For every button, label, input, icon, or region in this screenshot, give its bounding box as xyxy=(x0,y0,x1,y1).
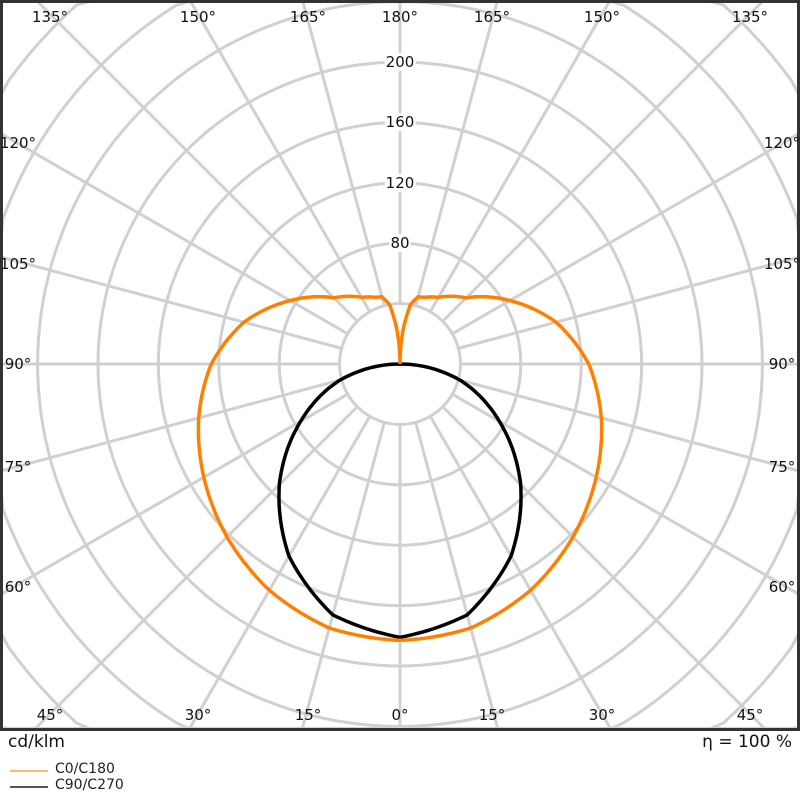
radial-tick-label: 160 xyxy=(384,113,416,132)
grid-spoke xyxy=(457,255,799,350)
angle-label-bottom: 45° xyxy=(36,706,64,724)
angle-label-bottom: 15° xyxy=(294,706,322,724)
angle-label-bottom: 45° xyxy=(736,706,764,724)
grid-spoke xyxy=(188,415,372,730)
grid-spoke xyxy=(457,378,799,473)
legend-label-c0-c180: C0/C180 xyxy=(55,761,115,777)
angle-label-top: 135° xyxy=(31,8,69,26)
angle-label-bottom: 30° xyxy=(184,706,212,724)
grid-spoke xyxy=(441,0,764,323)
angle-label-right: 60° xyxy=(768,578,796,596)
angle-label-top: 165° xyxy=(289,8,327,26)
grid-spoke xyxy=(1,255,343,350)
angle-label-top: 135° xyxy=(731,8,769,26)
grid-spoke xyxy=(36,0,359,323)
angle-label-bottom: 0° xyxy=(391,706,409,724)
efficiency-label: η = 100 % xyxy=(702,732,792,752)
grid-spoke xyxy=(414,1,499,307)
unit-label: cd/klm xyxy=(8,732,65,752)
angle-label-right: 75° xyxy=(768,458,796,476)
angle-label-right: 90° xyxy=(768,355,796,373)
legend-label-c90-c270: C90/C270 xyxy=(55,777,124,793)
radial-tick-label: 200 xyxy=(384,53,416,71)
grid-spoke xyxy=(441,405,766,730)
radial-tick-label: 120 xyxy=(384,173,416,192)
angle-label-left: 75° xyxy=(4,458,32,476)
grid-spoke xyxy=(301,1,386,307)
series-curve-c90-c270 xyxy=(277,362,523,640)
angle-label-right: 105° xyxy=(763,255,800,273)
legend-line-c90-c270 xyxy=(10,786,48,788)
legend-line-c0-c180 xyxy=(10,770,48,772)
angle-label-bottom: 30° xyxy=(588,706,616,724)
grid-spoke xyxy=(189,0,372,313)
grid-spoke xyxy=(428,415,612,730)
radial-tick-label: 80 xyxy=(389,234,411,253)
angle-label-left: 105° xyxy=(0,255,37,273)
angle-label-top: 150° xyxy=(179,8,217,26)
grid-spoke xyxy=(34,405,359,730)
angle-label-left: 120° xyxy=(0,134,37,152)
angle-label-top: 150° xyxy=(583,8,621,26)
grid-spoke xyxy=(300,421,386,729)
polar-plot xyxy=(0,0,800,731)
grid-spoke xyxy=(451,392,800,596)
angle-label-right: 120° xyxy=(763,134,800,152)
grid-spoke xyxy=(414,421,500,729)
grid-spoke xyxy=(428,0,611,313)
angle-label-top: 165° xyxy=(473,8,511,26)
series-curve-c0-c180 xyxy=(196,294,604,643)
angle-label-left: 60° xyxy=(4,578,32,596)
angle-label-top: 180° xyxy=(381,8,419,26)
angle-label-left: 90° xyxy=(4,355,32,373)
grid-spoke xyxy=(1,378,343,473)
grid-spoke xyxy=(0,392,349,596)
angle-label-bottom: 15° xyxy=(478,706,506,724)
plot-frame xyxy=(0,0,800,731)
